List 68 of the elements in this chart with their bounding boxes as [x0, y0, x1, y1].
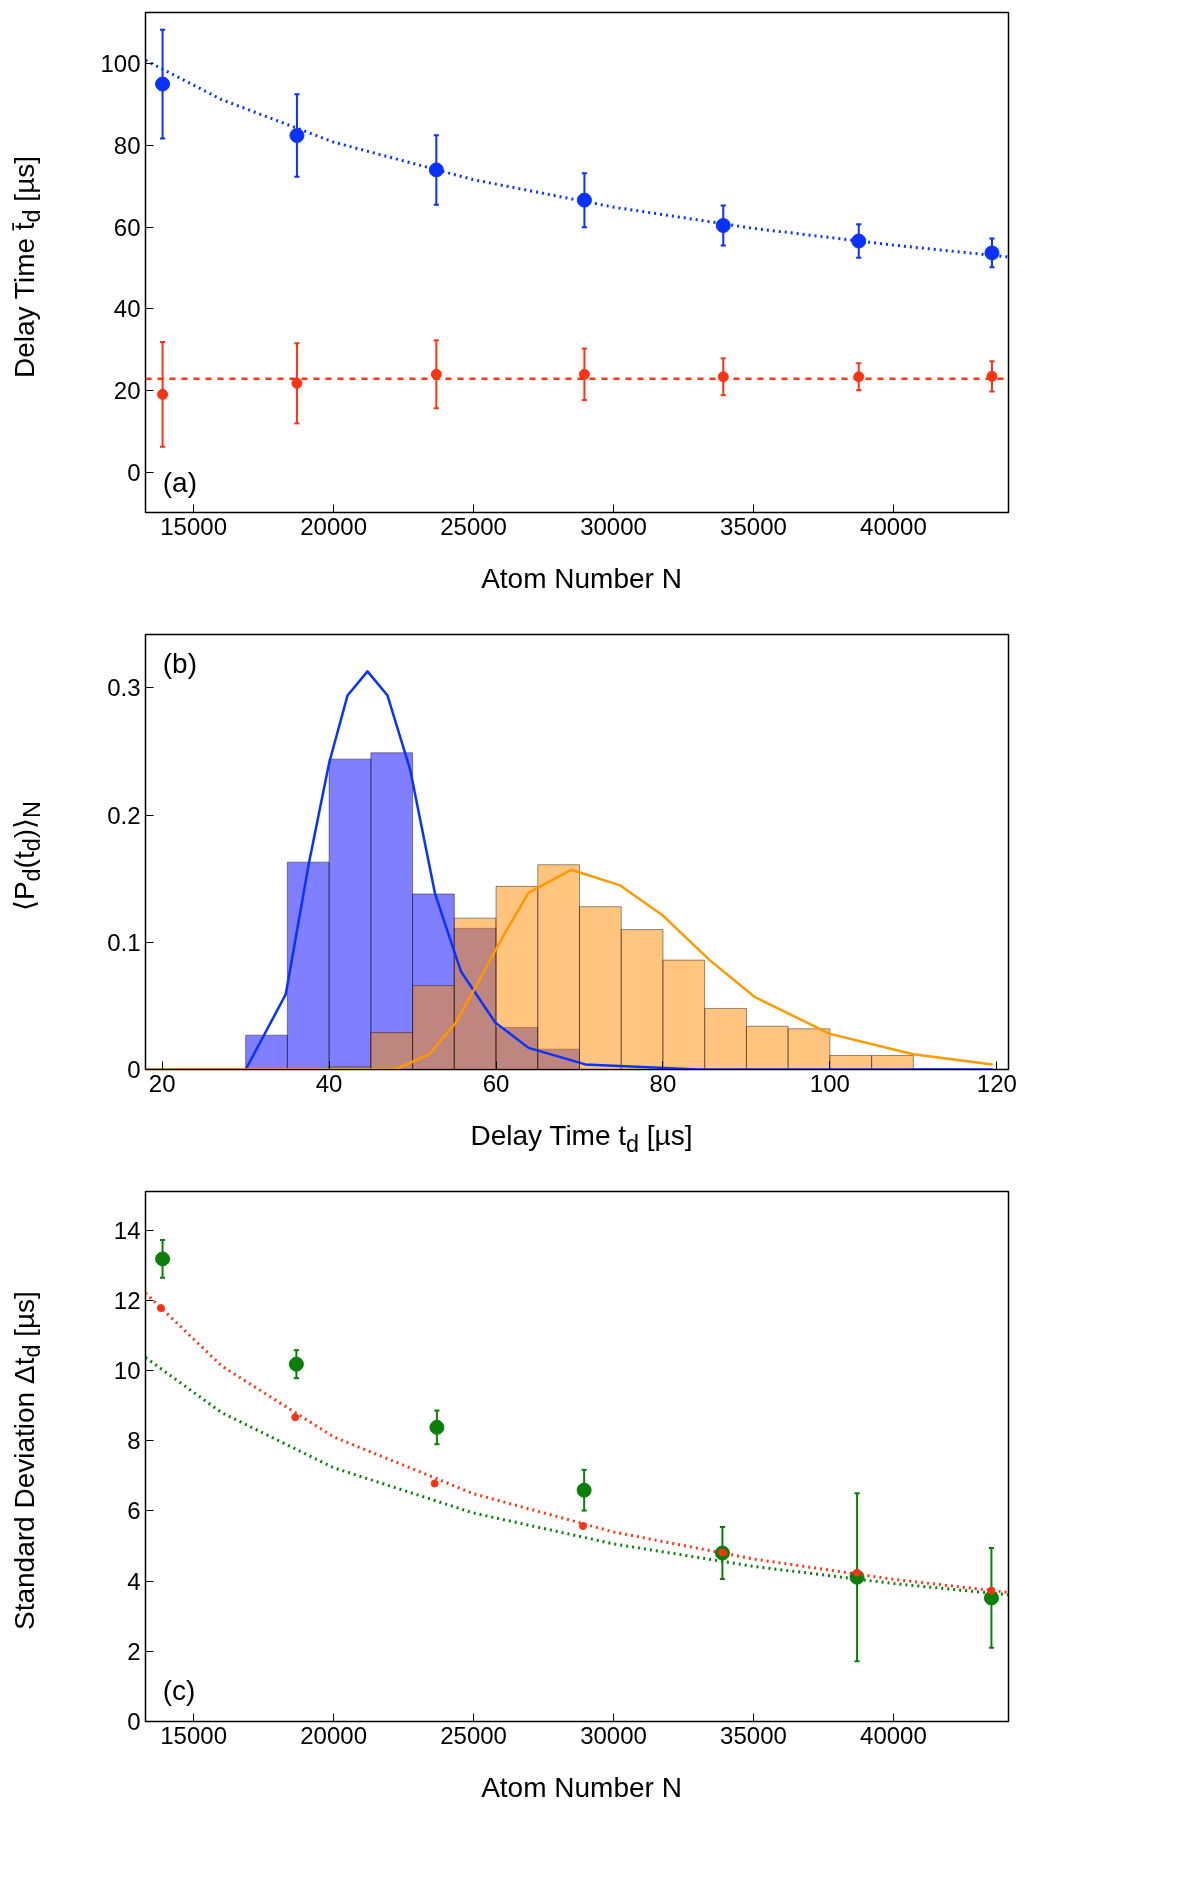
annotation: (c) — [162, 1674, 196, 1706]
y-tick-label: 0 — [127, 458, 141, 486]
y-tick-label: 12 — [113, 1286, 141, 1314]
y-tick-label: 6 — [127, 1497, 141, 1525]
line-series — [145, 1291, 1009, 1594]
x-tick-label: 15000 — [160, 512, 228, 540]
point — [429, 1419, 445, 1435]
x-tick-label: 20 — [148, 1069, 176, 1097]
point — [428, 162, 444, 178]
x-axis-title: Atom Number N — [480, 562, 683, 596]
y-tick-label: 10 — [113, 1357, 141, 1385]
point — [291, 1413, 300, 1422]
point — [987, 1586, 996, 1595]
point — [288, 1356, 304, 1372]
x-tick-label: 40000 — [860, 512, 927, 540]
x-tick-label: 25000 — [440, 512, 507, 540]
x-tick-label: 120 — [976, 1069, 1017, 1097]
y-tick-label: 0.2 — [107, 801, 141, 829]
line-series — [145, 868, 994, 1070]
point — [576, 1482, 592, 1498]
annotation: (a) — [162, 466, 197, 498]
x-tick-label: 35000 — [720, 1721, 787, 1749]
point — [715, 218, 731, 233]
x-tick-label: 30000 — [580, 1721, 647, 1749]
x-tick-label: 30000 — [580, 512, 647, 540]
y-tick-label: 14 — [113, 1216, 141, 1244]
point — [579, 1522, 588, 1530]
point — [155, 76, 171, 92]
y-tick-label: 0.1 — [107, 928, 141, 956]
point — [289, 128, 305, 144]
point — [984, 245, 1000, 261]
x-tick-label: 25000 — [440, 1721, 507, 1749]
y-tick-label: 4 — [127, 1567, 141, 1595]
y-tick-label: 20 — [113, 377, 141, 405]
point — [155, 1251, 171, 1267]
point — [157, 388, 169, 400]
y-tick-label: 2 — [127, 1637, 141, 1665]
point — [576, 192, 592, 208]
point — [853, 371, 865, 383]
y-tick-label: 60 — [113, 213, 141, 241]
point — [853, 1568, 862, 1577]
x-axis-title: Delay Time t$_{d}$ [µs] — [469, 1119, 694, 1159]
point — [291, 377, 303, 389]
x-axis-title: Atom Number N — [480, 1771, 683, 1805]
point — [156, 1304, 165, 1313]
y-tick-label: 100 — [100, 50, 141, 78]
x-tick-label: 15000 — [160, 1721, 228, 1749]
x-tick-label: 100 — [809, 1069, 850, 1097]
y-tick-label: 0 — [127, 1708, 141, 1735]
point — [851, 233, 867, 249]
x-tick-label: 40000 — [860, 1721, 927, 1749]
point — [430, 368, 442, 380]
point — [578, 368, 590, 380]
x-tick-label: 35000 — [720, 512, 787, 540]
point — [986, 370, 998, 382]
x-tick-label: 60 — [482, 1069, 510, 1097]
y-tick-label: 0 — [127, 1056, 141, 1083]
point — [430, 1479, 439, 1488]
x-tick-label: 80 — [649, 1069, 677, 1097]
annotation: (b) — [162, 647, 197, 679]
y-tick-label: 8 — [127, 1427, 141, 1455]
y-tick-label: 40 — [113, 295, 141, 323]
y-tick-label: 80 — [113, 131, 141, 159]
point — [717, 371, 729, 383]
x-tick-label: 20000 — [300, 1721, 367, 1749]
x-tick-label: 20000 — [300, 512, 367, 540]
y-tick-label: 0.3 — [107, 674, 141, 702]
x-tick-label: 40 — [315, 1069, 343, 1097]
